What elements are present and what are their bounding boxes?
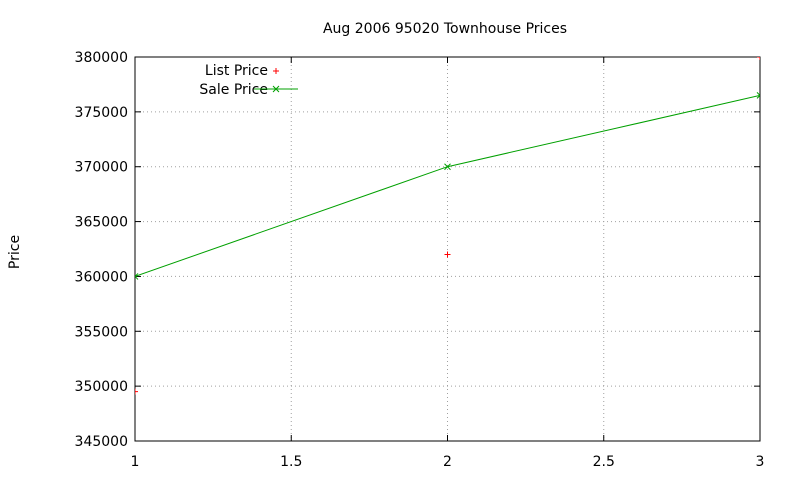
legend-sale-price-symbol	[272, 85, 280, 93]
legend-marker-sale-price	[254, 85, 298, 93]
x-tick-label: 3	[756, 454, 765, 470]
y-tick-label: 360000	[75, 269, 128, 285]
legend-label-list-price: List Price	[205, 63, 268, 79]
y-tick-label: 380000	[75, 50, 128, 66]
y-axis-label: Price	[7, 235, 23, 269]
series-sale-price	[135, 92, 760, 280]
y-tick-label: 365000	[75, 215, 128, 231]
series-layer	[135, 57, 760, 395]
y-tick-labels: 345000 350000 355000 360000 365000 370000 3750…	[75, 50, 128, 450]
list-price-point	[135, 388, 138, 395]
series-list-price	[135, 57, 760, 395]
y-tick-label: 350000	[75, 379, 128, 395]
legend: List Price Sale Price	[199, 63, 298, 98]
y-tick-label: 345000	[75, 434, 128, 450]
sale-price-point	[135, 273, 139, 280]
x-tick-label: 1.5	[280, 454, 302, 470]
sale-price-point	[756, 92, 760, 99]
grid	[135, 57, 760, 441]
y-tick-label: 375000	[75, 105, 128, 121]
x-tick-label: 2.5	[593, 454, 615, 470]
y-tick-label: 355000	[75, 324, 128, 340]
x-tick-labels: 1 1.5 2 2.5 3	[131, 454, 765, 470]
x-tick-label: 1	[131, 454, 140, 470]
legend-marker-list-price	[273, 68, 279, 74]
list-price-point	[757, 57, 760, 60]
sale-price-point	[444, 163, 451, 171]
x-tick-label: 2	[443, 454, 452, 470]
y-tick-label: 370000	[75, 160, 128, 176]
legend-list-price-symbol	[273, 68, 279, 74]
chart-title: Aug 2006 95020 Townhouse Prices	[323, 21, 567, 37]
list-price-point	[444, 251, 451, 258]
legend-label-sale-price: Sale Price	[199, 82, 268, 98]
tick-marks	[134, 56, 761, 442]
